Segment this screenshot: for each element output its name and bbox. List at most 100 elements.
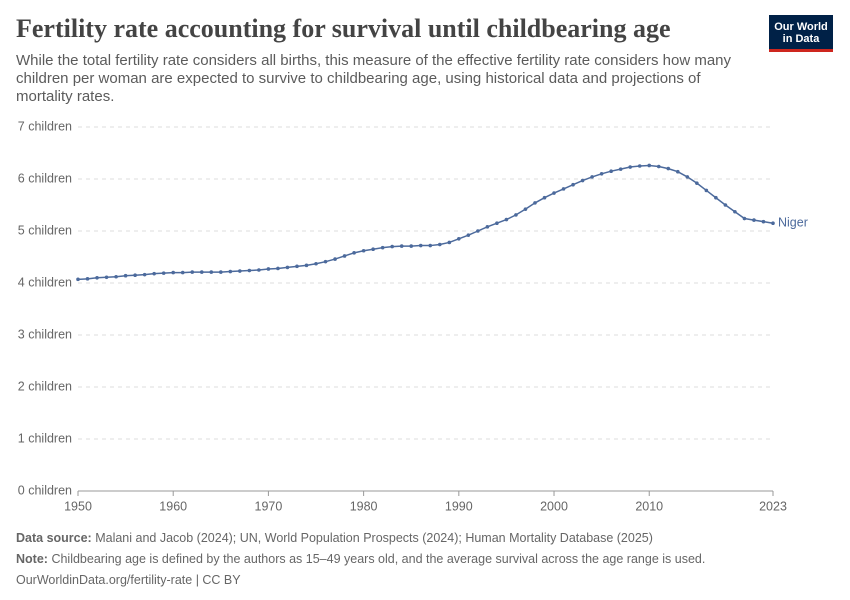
point (561, 187, 566, 191)
point (542, 195, 547, 200)
point (704, 188, 709, 193)
point (514, 213, 518, 217)
point (399, 244, 404, 248)
point (523, 207, 528, 211)
point (361, 248, 366, 253)
point (742, 216, 747, 221)
footer: Data source: Malani and Jacob (2024); UN… (16, 528, 705, 591)
point (295, 264, 299, 269)
title: Fertility rate accounting for survival u… (16, 14, 671, 43)
point (409, 244, 414, 248)
point (333, 257, 337, 261)
point (104, 275, 109, 280)
point (171, 270, 176, 275)
point (323, 259, 328, 264)
point (276, 266, 280, 271)
point (180, 270, 185, 275)
x-tick-label: 1970 (255, 499, 283, 513)
x-tick-label: 1960 (159, 499, 187, 513)
point (142, 272, 147, 277)
point (114, 274, 118, 279)
logo-line: Our World (774, 21, 828, 33)
point (647, 163, 652, 168)
x-tick-label: 1990 (445, 499, 473, 513)
point (571, 182, 575, 187)
point (247, 268, 252, 273)
y-tick-label: 1 children (18, 431, 72, 445)
point (85, 277, 90, 281)
logo[interactable]: Our World in Data (769, 15, 833, 52)
point (485, 225, 490, 229)
point (352, 251, 356, 255)
logo-line: in Data (782, 33, 820, 45)
y-tick-label: 3 children (18, 327, 72, 341)
point (504, 217, 509, 222)
point (266, 267, 271, 271)
point (437, 242, 442, 247)
y-tick-label: 7 children (18, 119, 72, 133)
point (752, 218, 756, 222)
point (342, 254, 347, 258)
point (599, 172, 604, 176)
point (76, 277, 80, 282)
series-label: Niger (778, 215, 808, 229)
point (476, 229, 480, 233)
y-tick-label: 5 children (18, 223, 72, 237)
point (447, 240, 452, 245)
x-tick-label: 2000 (540, 499, 568, 513)
point (190, 270, 195, 274)
point (152, 271, 156, 276)
point (466, 233, 471, 237)
subtitle: While the total fertility rate considers… (16, 52, 732, 105)
point (723, 203, 728, 207)
point (304, 263, 309, 268)
source: Data source: Malani and Jacob (2024); UN… (16, 528, 705, 549)
x-tick-label: 1980 (350, 499, 378, 513)
point (457, 237, 461, 241)
point (380, 245, 385, 250)
point (161, 271, 166, 275)
note: Note: Childbearing age is defined by the… (16, 549, 705, 570)
point (675, 169, 680, 174)
x-tick-label: 1950 (64, 499, 92, 513)
point (495, 221, 499, 225)
point (418, 243, 423, 248)
point (257, 268, 261, 272)
point (771, 221, 775, 225)
point (609, 169, 613, 173)
point (123, 273, 128, 278)
y-tick-label: 2 children (18, 379, 72, 393)
y-tick-label: 6 children (18, 171, 72, 185)
url: OurWorldinData.org/fertility-rate | CC B… (16, 573, 241, 587)
point (685, 175, 690, 179)
point (761, 219, 766, 224)
point (714, 195, 718, 200)
point (219, 270, 223, 274)
point (590, 175, 594, 179)
point (314, 261, 318, 266)
point (637, 164, 642, 168)
point (618, 167, 623, 171)
point (695, 181, 699, 185)
point (199, 270, 204, 274)
point (656, 164, 661, 169)
point (580, 178, 585, 183)
point (133, 273, 137, 278)
point (390, 244, 394, 249)
y-tick-label: 4 children (18, 275, 72, 289)
point (428, 243, 433, 248)
point (628, 165, 632, 169)
source-label: Data source: (16, 531, 92, 545)
point (371, 247, 375, 251)
point (238, 269, 242, 273)
point (228, 269, 233, 274)
point (533, 201, 537, 205)
note-text: Childbearing age is defined by the autho… (51, 552, 706, 566)
source-text: Malani and Jacob (2024); UN, World Popul… (95, 531, 653, 545)
x-tick-label: 2010 (635, 499, 663, 513)
note-label: Note: (16, 552, 48, 566)
point (666, 166, 671, 171)
point (552, 191, 556, 195)
